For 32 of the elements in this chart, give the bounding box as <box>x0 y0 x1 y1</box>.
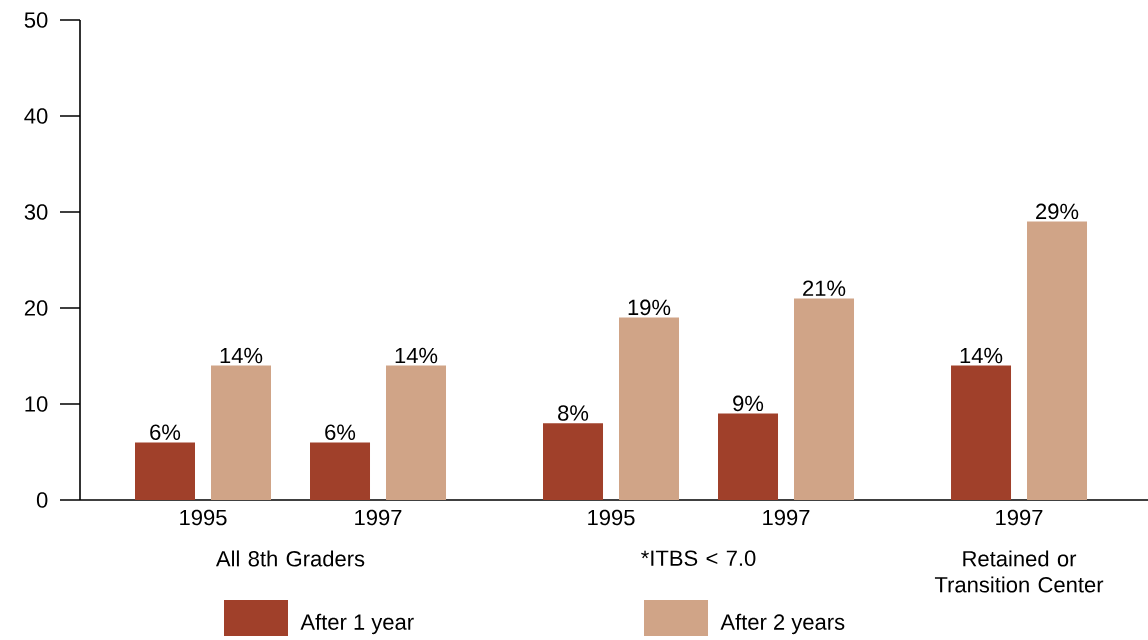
text: *ITBS < 7.0 <box>641 550 756 566</box>
bar <box>135 442 195 500</box>
x-tick-label: 1997 <box>996 509 1043 526</box>
data-label: 9% <box>733 395 764 412</box>
data-label: 14% <box>220 347 263 364</box>
x-tick-label: 1997 <box>355 509 402 526</box>
data-label: 8% <box>558 405 589 421</box>
text: Retained or Transition Center <box>934 550 1104 593</box>
data-label: 6% <box>150 424 181 440</box>
x-tick-label: 1995 <box>588 509 635 526</box>
legend-label: After 2 years <box>720 613 845 635</box>
bar <box>951 365 1012 500</box>
y-tick-label: 50 <box>24 12 48 28</box>
bar <box>1027 221 1088 500</box>
bar <box>211 365 271 500</box>
y-tick-label: 0 <box>36 492 48 508</box>
data-label: 14% <box>960 347 1003 364</box>
y-tick-label: 10 <box>25 396 48 412</box>
y-tick-label: 30 <box>24 204 48 220</box>
y-tick-label: 40 <box>24 108 48 124</box>
data-label: 29% <box>1036 203 1079 220</box>
data-label: 19% <box>628 299 671 316</box>
data-label: 21% <box>803 280 846 296</box>
y-tick-label: 20 <box>24 300 48 316</box>
bar <box>619 317 680 500</box>
bar <box>543 423 604 500</box>
data-label: 6% <box>325 424 356 440</box>
legend-label: After 1 year <box>300 613 414 635</box>
data-label: 14% <box>395 347 438 364</box>
x-tick-label: 1995 <box>180 509 227 526</box>
x-tick-label: 1997 <box>763 509 810 526</box>
text: All 8th Graders <box>215 550 365 567</box>
